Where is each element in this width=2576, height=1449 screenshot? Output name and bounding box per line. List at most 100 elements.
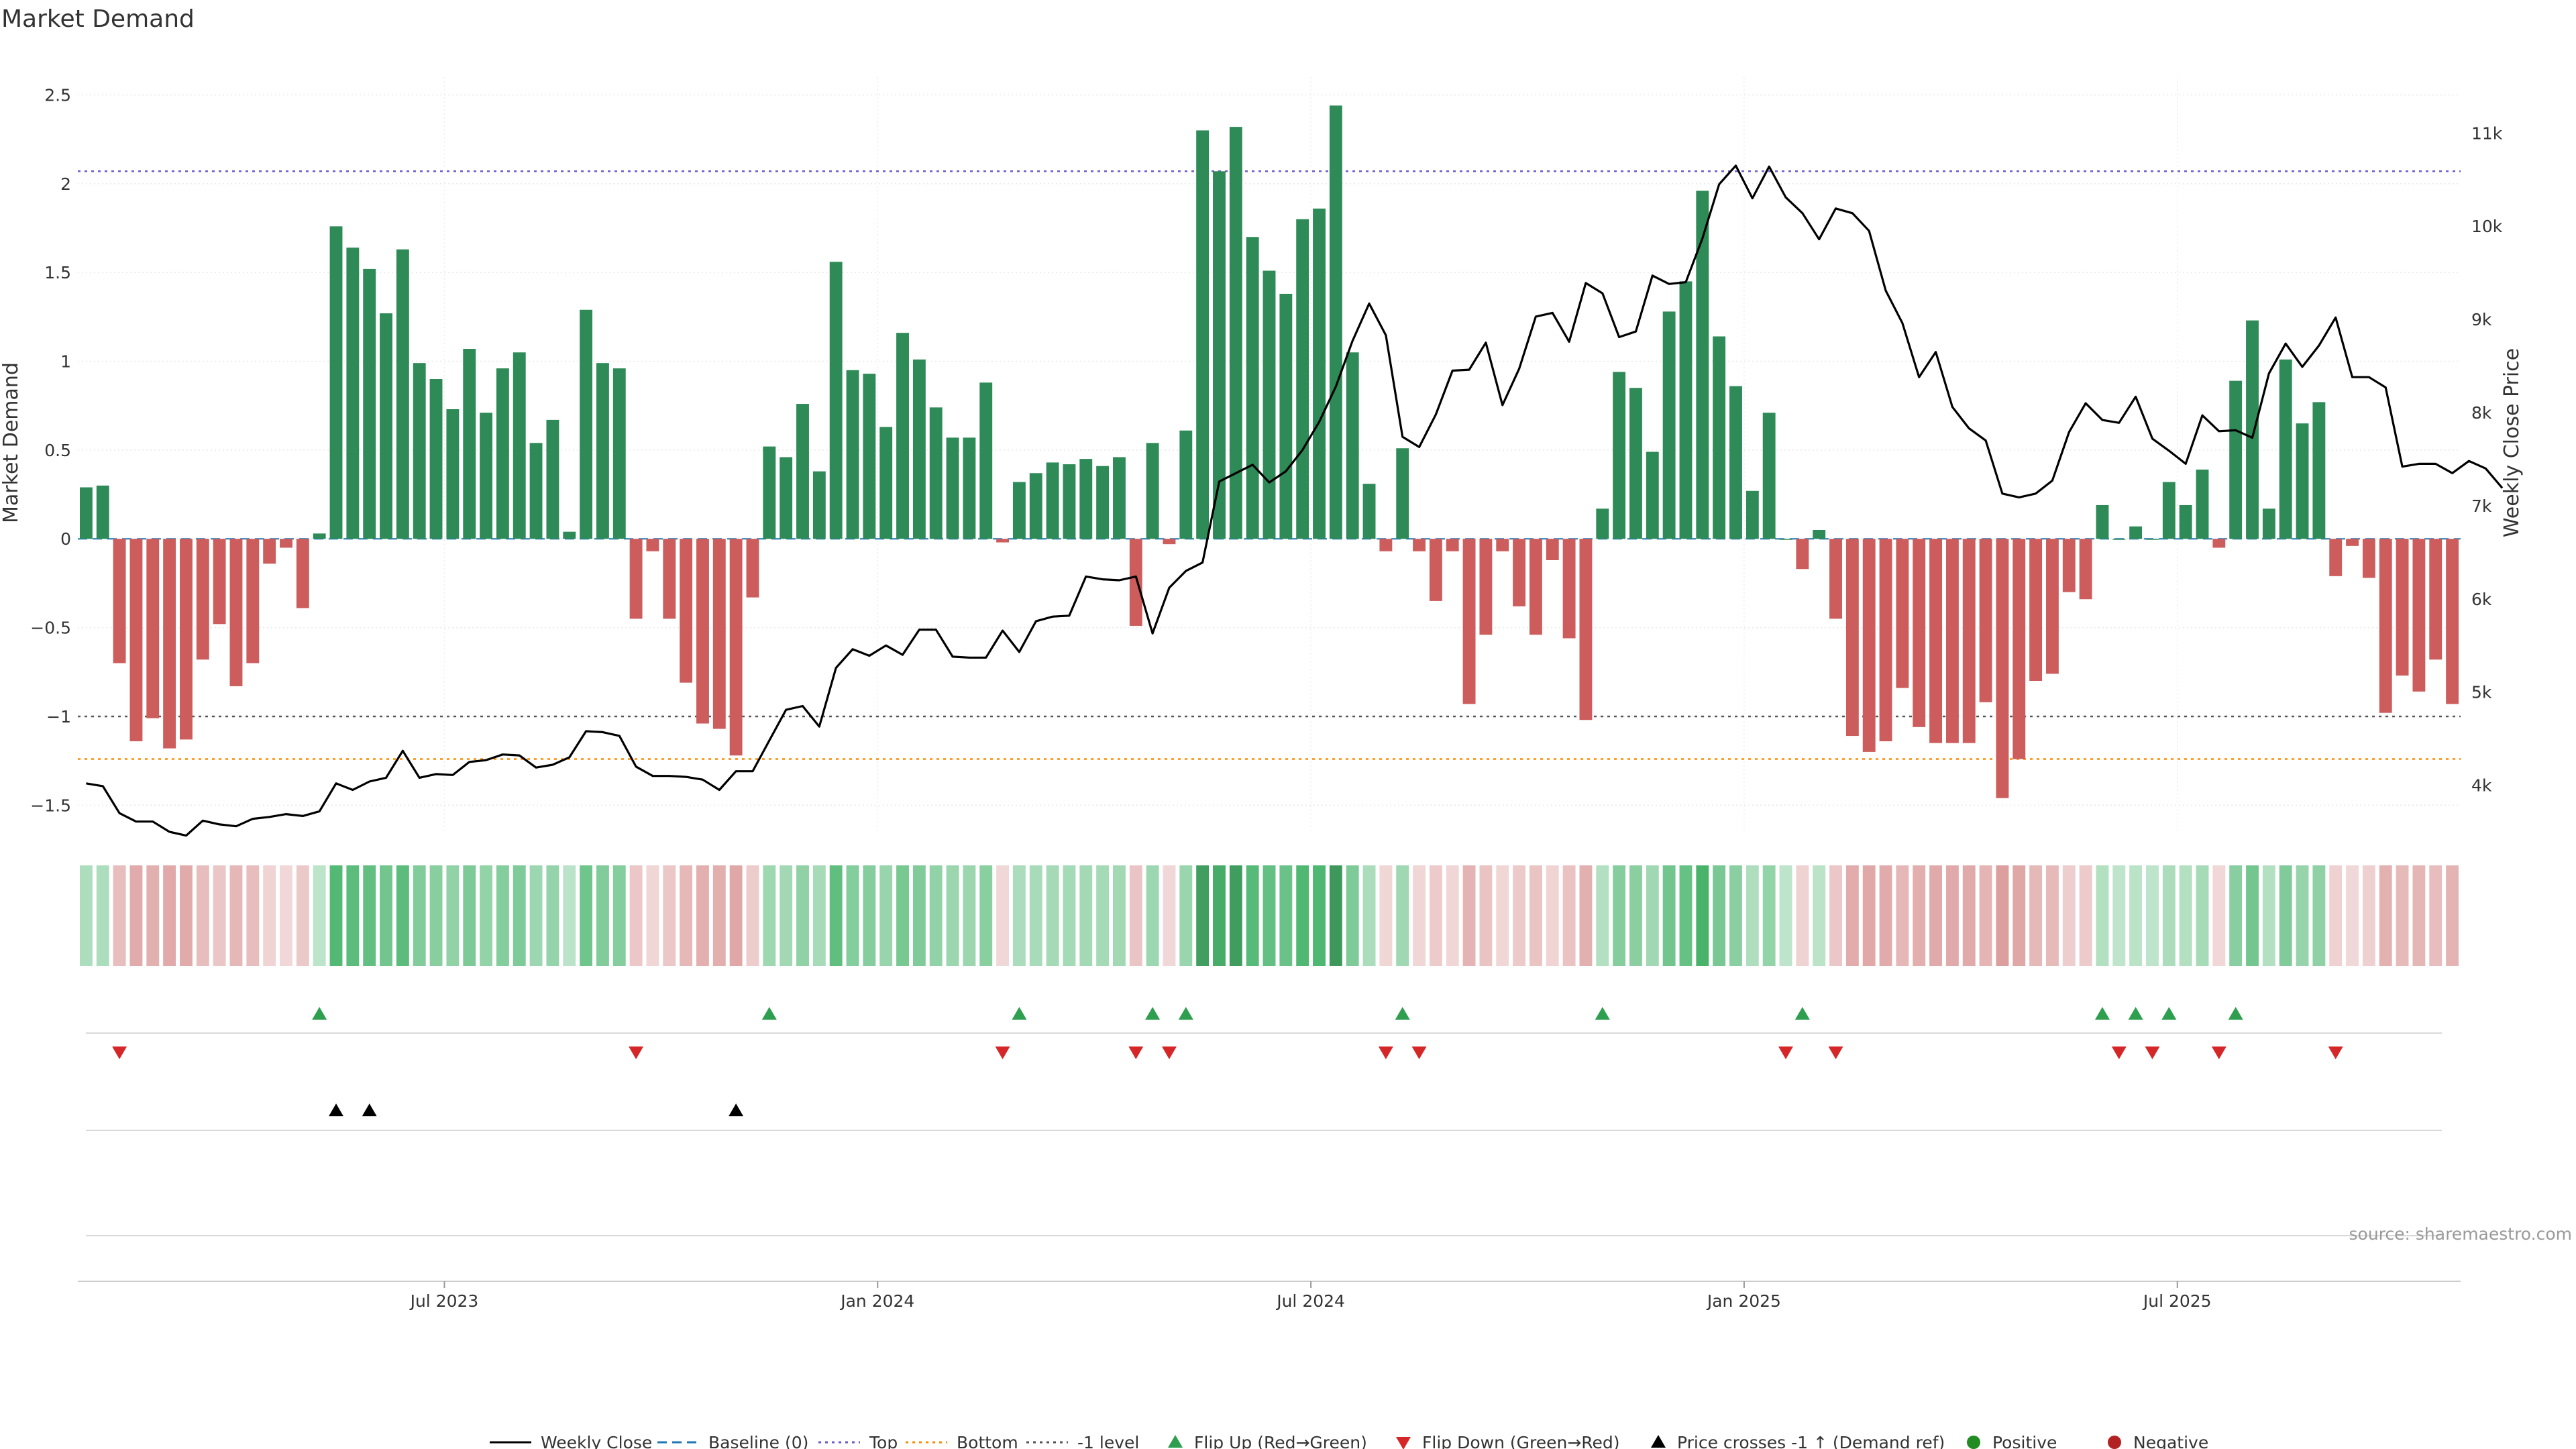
heat-cell bbox=[2212, 865, 2226, 966]
demand-bar bbox=[2229, 380, 2243, 539]
demand-bar bbox=[1012, 482, 1026, 539]
demand-bar bbox=[1313, 208, 1326, 539]
demand-bar bbox=[1179, 430, 1193, 539]
heat-cell bbox=[2296, 865, 2309, 966]
demand-bar bbox=[213, 539, 226, 625]
heat-cell bbox=[2229, 865, 2243, 966]
flip-marker bbox=[1778, 1046, 1794, 1059]
heat-cell bbox=[1446, 865, 1459, 966]
heat-cell bbox=[1829, 865, 1842, 966]
y-axis-right: 11k 10k 9k 8k 7k 6k 5k 4k bbox=[2471, 123, 2503, 795]
demand-bar bbox=[1229, 127, 1242, 539]
demand-bar bbox=[2329, 539, 2343, 576]
price-line-group bbox=[86, 164, 2504, 837]
heat-cell bbox=[1346, 865, 1359, 966]
demand-bar bbox=[1379, 539, 1393, 551]
demand-bar bbox=[79, 487, 93, 539]
demand-bar bbox=[329, 226, 343, 539]
demand-bar bbox=[363, 268, 376, 539]
heat-cell bbox=[1879, 865, 1892, 966]
demand-bar bbox=[1362, 484, 1376, 539]
heat-cell bbox=[796, 865, 809, 966]
heat-cell bbox=[1662, 865, 1676, 966]
demand-bar bbox=[2079, 539, 2092, 600]
demand-bar bbox=[879, 427, 893, 539]
y2-tick-label: 7k bbox=[2471, 496, 2492, 516]
demand-bar bbox=[2062, 539, 2076, 592]
legend-label: Negative bbox=[2133, 1433, 2208, 1449]
legend-label: Positive bbox=[1992, 1433, 2057, 1449]
heat-cell bbox=[912, 865, 926, 966]
demand-bar bbox=[1063, 464, 1076, 539]
demand-bar bbox=[1096, 466, 1110, 539]
demand-bar bbox=[2129, 526, 2143, 539]
heat-cell bbox=[979, 865, 993, 966]
demand-bar bbox=[2362, 539, 2375, 578]
demand-bar bbox=[2196, 470, 2209, 539]
flip-marker bbox=[995, 1046, 1010, 1059]
y-tick-label: 1 bbox=[60, 352, 71, 372]
y-tick-label: 2 bbox=[60, 174, 71, 194]
y-tick-label: −1 bbox=[46, 707, 71, 727]
heat-cell bbox=[2329, 865, 2343, 966]
demand-bar bbox=[1513, 539, 1526, 606]
demand-bar bbox=[2146, 539, 2159, 540]
demand-bar bbox=[1279, 293, 1293, 539]
demand-bar bbox=[1296, 219, 1309, 539]
event-markers bbox=[86, 1007, 2442, 1236]
x-tick-label: Jul 2025 bbox=[2142, 1291, 2212, 1311]
legend-label: Flip Down (Green→Red) bbox=[1422, 1433, 1620, 1449]
heat-cell bbox=[213, 865, 226, 966]
heat-cell bbox=[963, 865, 976, 966]
demand-bar bbox=[2412, 539, 2426, 692]
demand-bar bbox=[1796, 539, 1809, 570]
flip-marker bbox=[2128, 1007, 2143, 1020]
heat-cell bbox=[1012, 865, 1026, 966]
legend-swatch bbox=[1651, 1435, 1666, 1448]
flip-marker bbox=[761, 1007, 777, 1020]
demand-bar bbox=[446, 409, 460, 539]
flip-marker bbox=[329, 1104, 344, 1116]
heat-cell bbox=[596, 865, 609, 966]
flip-marker bbox=[1378, 1046, 1393, 1059]
heat-cell bbox=[1546, 865, 1559, 966]
demand-bar bbox=[313, 533, 326, 539]
demand-bar bbox=[1996, 539, 2009, 798]
demand-bar bbox=[646, 539, 659, 551]
heat-cell bbox=[763, 865, 776, 966]
demand-bar bbox=[2346, 539, 2359, 546]
demand-bar bbox=[1329, 105, 1342, 539]
demand-bar bbox=[2312, 402, 2326, 539]
demand-bar bbox=[1129, 539, 1142, 626]
heat-cell bbox=[780, 865, 793, 966]
demand-bar bbox=[1396, 448, 1409, 539]
demand-bar bbox=[2029, 539, 2043, 681]
heat-cell bbox=[929, 865, 943, 966]
demand-bar bbox=[763, 446, 776, 539]
legend-item: Flip Up (Red→Green) bbox=[1168, 1433, 1367, 1449]
demand-bar bbox=[280, 539, 292, 548]
flip-marker bbox=[1411, 1046, 1427, 1059]
demand-bar bbox=[796, 404, 809, 539]
demand-bar bbox=[1413, 539, 1426, 551]
heat-cell bbox=[2029, 865, 2043, 966]
demand-bar bbox=[1263, 270, 1276, 539]
legend-label: Top bbox=[869, 1433, 898, 1449]
demand-bar bbox=[2379, 539, 2392, 713]
demand-bar bbox=[1429, 539, 1442, 601]
demand-bar bbox=[1679, 281, 1693, 539]
demand-bar bbox=[1079, 459, 1093, 539]
heat-cell bbox=[1979, 865, 1992, 966]
heat-cell bbox=[812, 865, 826, 966]
heat-cell bbox=[696, 865, 709, 966]
heat-cell bbox=[1796, 865, 1809, 966]
demand-bar bbox=[2112, 539, 2126, 540]
heat-cell bbox=[680, 865, 693, 966]
flip-marker bbox=[2145, 1046, 2160, 1059]
heat-cell bbox=[2112, 865, 2126, 966]
heat-cell bbox=[1996, 865, 2009, 966]
y2-tick-label: 5k bbox=[2471, 683, 2492, 702]
heat-cell bbox=[1862, 865, 1876, 966]
flip-marker bbox=[629, 1046, 644, 1059]
heat-cell bbox=[1079, 865, 1093, 966]
